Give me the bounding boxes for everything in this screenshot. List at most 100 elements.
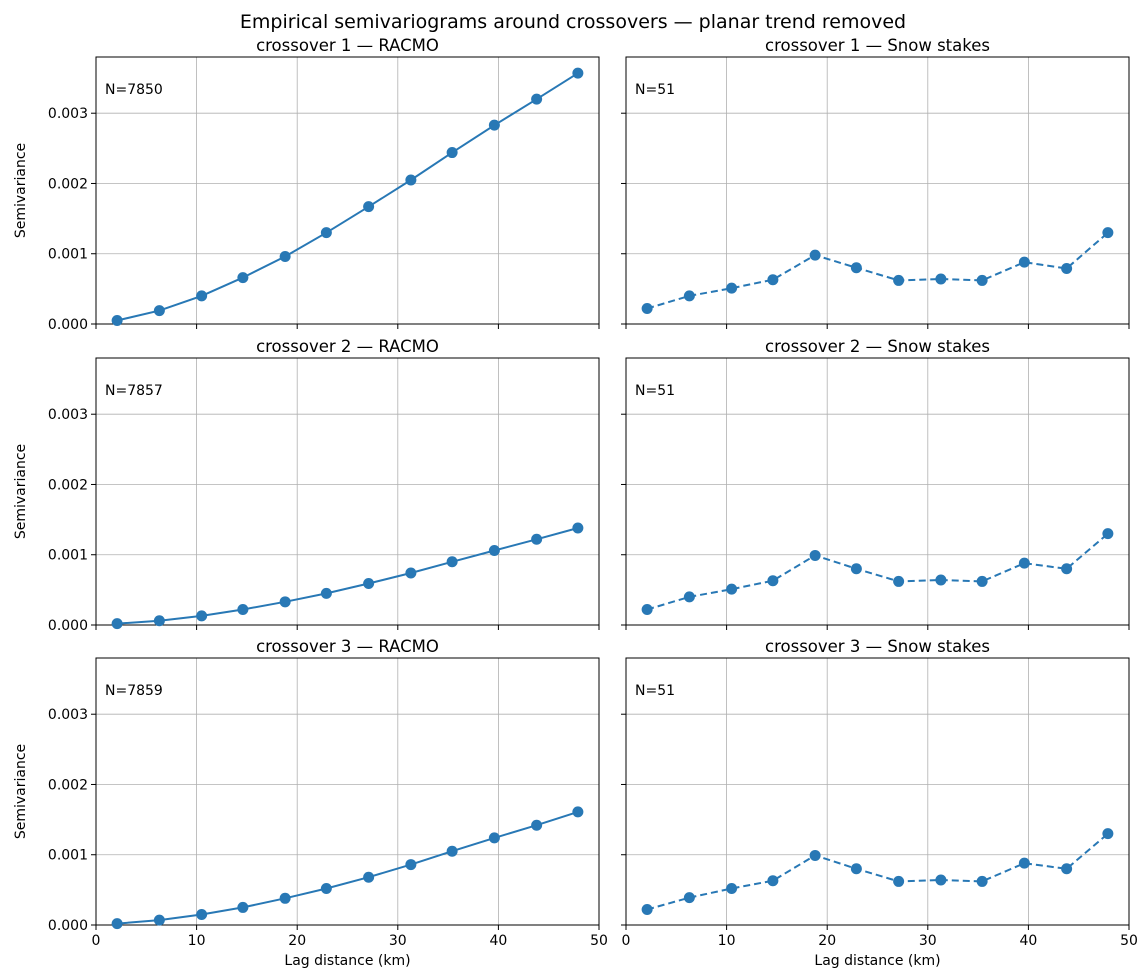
data-point xyxy=(488,545,500,557)
y-tick-label: 0.002 xyxy=(48,477,88,493)
x-axis-label: Lag distance (km) xyxy=(814,953,940,969)
sample-count-annotation: N=7857 xyxy=(105,383,163,399)
data-point xyxy=(446,147,458,159)
x-tick-label: 10 xyxy=(718,933,736,949)
data-point xyxy=(850,262,862,274)
data-point xyxy=(809,849,821,861)
data-point xyxy=(976,274,988,286)
data-point xyxy=(1061,262,1073,274)
data-point xyxy=(363,871,375,883)
chart-panel-5: 0 10 20 30 40 50 0.000 0.001 0.002 0.003 crossover… xyxy=(13,637,608,969)
panel-title: crossover 3 — RACMO xyxy=(256,637,439,656)
data-point xyxy=(1102,528,1114,540)
data-point xyxy=(111,918,123,930)
data-point xyxy=(320,227,332,239)
x-tick-label: 50 xyxy=(1120,933,1137,949)
data-point xyxy=(850,563,862,575)
data-point xyxy=(279,596,291,608)
sample-count-annotation: N=7850 xyxy=(105,82,163,98)
y-tick-label: 0.001 xyxy=(48,548,88,564)
data-point xyxy=(363,201,375,213)
data-point xyxy=(572,67,584,79)
panel-title: crossover 1 — Snow stakes xyxy=(765,36,990,55)
data-point xyxy=(405,859,417,871)
y-tick-label: 0.003 xyxy=(48,407,88,423)
axes-frame xyxy=(95,357,600,626)
data-point xyxy=(488,119,500,131)
data-point xyxy=(237,272,249,284)
data-point xyxy=(320,882,332,894)
data-point xyxy=(363,578,375,590)
data-point xyxy=(153,615,165,627)
data-point xyxy=(531,93,543,105)
data-point xyxy=(641,604,653,616)
x-tick-label: 10 xyxy=(188,933,206,949)
chart-panel-4: crossover 2 — Snow stakes N=51 xyxy=(621,337,1130,630)
data-point xyxy=(572,522,584,534)
y-tick-label: 0.001 xyxy=(48,247,88,263)
panel-title: crossover 3 — Snow stakes xyxy=(765,637,990,656)
data-point xyxy=(531,533,543,545)
data-point xyxy=(196,908,208,920)
data-point xyxy=(767,575,779,587)
data-point xyxy=(683,290,695,302)
data-point xyxy=(893,575,905,587)
x-tick-label: 40 xyxy=(1019,933,1037,949)
x-tick-label: 30 xyxy=(389,933,407,949)
data-point xyxy=(237,901,249,913)
sample-count-annotation: N=51 xyxy=(635,82,675,98)
series-line xyxy=(116,72,579,322)
chart-panel-2: crossover 1 — Snow stakes N=51 xyxy=(621,36,1130,329)
series-line xyxy=(117,810,579,925)
panel-title: crossover 2 — Snow stakes xyxy=(765,337,990,356)
sample-count-annotation: N=7859 xyxy=(105,683,163,699)
data-point xyxy=(572,806,584,818)
data-point xyxy=(893,875,905,887)
data-point xyxy=(1102,828,1114,840)
data-point xyxy=(488,832,500,844)
data-point xyxy=(237,604,249,616)
data-point xyxy=(279,892,291,904)
data-point xyxy=(683,591,695,603)
data-point xyxy=(726,882,738,894)
data-point xyxy=(196,610,208,622)
data-point xyxy=(641,303,653,315)
x-tick-label: 0 xyxy=(622,933,631,949)
data-point xyxy=(767,274,779,286)
axes-frame xyxy=(625,357,1130,626)
data-point xyxy=(1018,857,1030,869)
data-point xyxy=(809,549,821,561)
chart-panel-1: 0.000 0.001 0.002 0.003 crossover 1 — RACMO S… xyxy=(13,36,600,333)
data-point xyxy=(111,314,123,326)
data-point xyxy=(531,819,543,831)
series-line xyxy=(646,231,1109,310)
data-point xyxy=(1102,227,1114,239)
figure-suptitle: Empirical semivariograms around crossove… xyxy=(240,11,906,33)
data-point xyxy=(446,556,458,568)
y-tick-label: 0.003 xyxy=(48,106,88,122)
x-tick-label: 40 xyxy=(489,933,507,949)
series-line xyxy=(646,832,1109,911)
panel-title: crossover 1 — RACMO xyxy=(256,36,439,55)
x-axis-label: Lag distance (km) xyxy=(284,953,410,969)
data-point xyxy=(1061,563,1073,575)
y-tick-label: 0.002 xyxy=(48,777,88,793)
x-tick-label: 20 xyxy=(818,933,836,949)
axes-frame xyxy=(95,657,600,926)
data-point xyxy=(153,914,165,926)
data-point xyxy=(1018,557,1030,569)
data-point xyxy=(976,575,988,587)
data-point xyxy=(111,618,123,630)
data-point xyxy=(153,305,165,317)
data-point xyxy=(1061,863,1073,875)
data-point xyxy=(809,249,821,261)
data-point xyxy=(320,587,332,599)
x-tick-label: 0 xyxy=(92,933,101,949)
data-point xyxy=(279,251,291,263)
y-tick-label: 0.000 xyxy=(48,317,88,333)
y-tick-label: 0.000 xyxy=(48,918,88,934)
data-point xyxy=(1018,256,1030,268)
x-tick-label: 30 xyxy=(919,933,937,949)
panel-title: crossover 2 — RACMO xyxy=(256,337,439,356)
